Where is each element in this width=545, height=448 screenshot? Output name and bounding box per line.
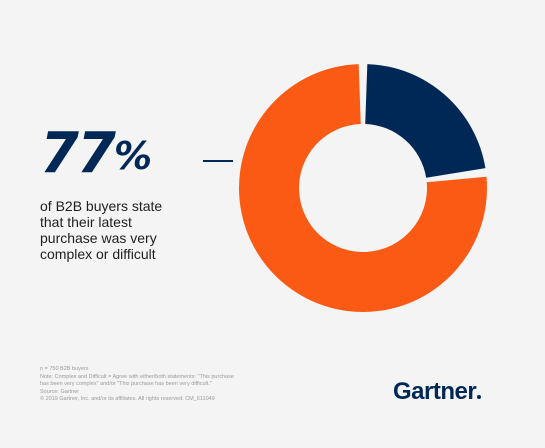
logo-dot (477, 395, 482, 399)
headline-caption: of B2B buyers state that their latest pu… (40, 198, 210, 262)
footnotes: n = 750 B2B buyers Note: Complex and Dif… (40, 366, 330, 404)
footnote-note-cont: has been very complex" and/or "This purc… (40, 381, 212, 387)
logo-text: Gartner (393, 378, 477, 405)
gartner-logo: Gartner (393, 378, 482, 406)
caption-line: that their latest (40, 214, 132, 230)
footnote-copyright: © 2019 Gartner, Inc. and/or its affiliat… (40, 396, 215, 402)
headline-stat: 77% (40, 126, 152, 182)
footnote-note: Note: Complex and Difficult = Agree with… (40, 373, 234, 380)
donut-slice-other (365, 64, 486, 178)
caption-line: of B2B buyers state (40, 198, 163, 214)
footnote-source: Source: Gartner (40, 388, 80, 395)
donut-slice-complex (238, 64, 487, 313)
headline-value: 77 (40, 121, 116, 186)
caption-line: complex or difficult (40, 246, 156, 262)
headline-percent-sign: % (113, 134, 153, 178)
connector-dash (203, 160, 233, 162)
caption-line: purchase was very (40, 230, 157, 246)
footnote-sample-size: n = 750 B2B buyers (40, 366, 89, 372)
